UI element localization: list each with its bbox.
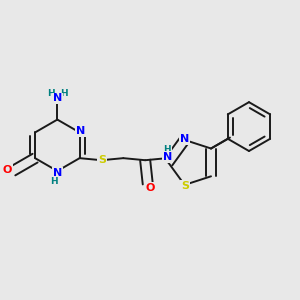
Text: H: H: [50, 176, 57, 185]
Text: N: N: [76, 127, 85, 136]
Text: N: N: [163, 152, 172, 162]
Text: O: O: [146, 183, 155, 193]
Text: S: S: [98, 154, 106, 165]
Text: O: O: [2, 165, 12, 176]
Text: S: S: [181, 181, 189, 190]
Text: H: H: [46, 89, 54, 98]
Text: N: N: [53, 168, 62, 178]
Text: N: N: [53, 93, 62, 103]
Text: N: N: [180, 134, 190, 144]
Text: H: H: [60, 89, 68, 98]
Text: H: H: [164, 146, 171, 154]
